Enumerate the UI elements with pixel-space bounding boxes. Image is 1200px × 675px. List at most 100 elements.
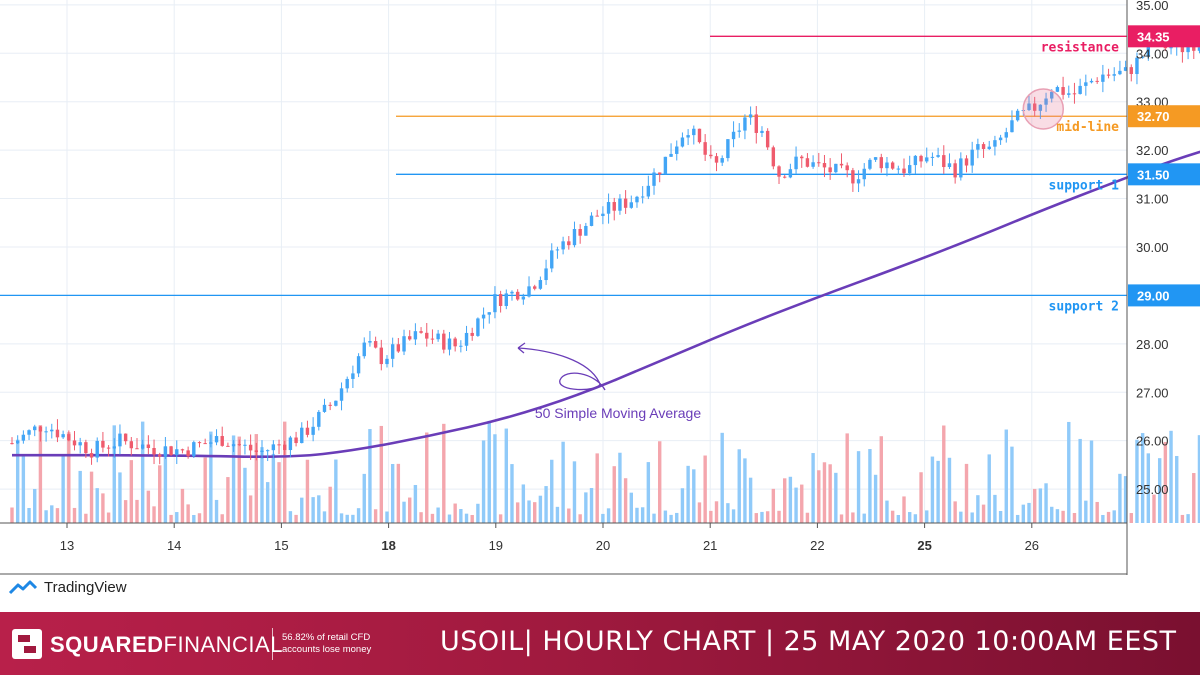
volume-bar	[203, 457, 207, 523]
volume-bar	[1089, 440, 1094, 523]
candle-body	[697, 128, 702, 143]
candle-body	[1044, 98, 1048, 105]
candle-body	[760, 130, 764, 133]
candle-body	[890, 162, 895, 169]
candle-body	[1072, 93, 1077, 95]
volume-bar	[993, 494, 997, 523]
candle-body	[709, 154, 713, 157]
volume-bar	[976, 495, 980, 523]
candle-body	[584, 225, 588, 236]
volume-bar	[737, 449, 741, 523]
candle-body	[612, 202, 616, 211]
candle-body	[981, 144, 986, 149]
volume-bar	[578, 514, 582, 523]
candle-body	[175, 449, 179, 456]
volume-bar	[845, 433, 849, 523]
candle-body	[481, 314, 486, 319]
candle-body	[692, 128, 696, 136]
candle-body	[493, 294, 497, 313]
candle-body	[328, 404, 332, 406]
candle-body	[771, 147, 776, 167]
level-labels: resistance 34.35 mid-line 32.70 support 1 31.…	[1041, 25, 1200, 314]
candle-body	[476, 318, 480, 336]
volume-bar	[55, 508, 60, 523]
volume-bar	[606, 508, 611, 523]
candle-body	[1186, 45, 1190, 53]
volume-bar	[930, 456, 935, 523]
y-tick-label: 30.00	[1136, 240, 1169, 255]
volume-bar	[1055, 509, 1060, 523]
y-tick-label: 26.00	[1136, 434, 1169, 449]
volume-bar	[112, 425, 116, 523]
candle-body	[1140, 56, 1145, 58]
candle-body	[987, 146, 991, 149]
candle-body	[976, 144, 980, 150]
candle-body	[970, 149, 974, 166]
volume-bar	[44, 510, 48, 523]
candle-body	[765, 130, 770, 148]
volume-bar	[21, 454, 26, 523]
candle-body	[1061, 87, 1065, 95]
candle-body	[447, 338, 452, 350]
candle-body	[555, 249, 560, 251]
candle-body	[828, 167, 832, 173]
volume-bar	[351, 514, 355, 523]
candle-body	[237, 444, 241, 446]
candle-body	[686, 135, 690, 138]
level-price-text: 32.70	[1137, 109, 1170, 124]
candle-body	[538, 280, 543, 289]
candle-body	[459, 345, 463, 347]
candle-body	[1129, 67, 1133, 75]
volume-bar	[839, 514, 844, 523]
candle-body	[317, 411, 321, 427]
volume-bar	[442, 423, 446, 523]
candle-body	[851, 170, 855, 184]
candle-body	[390, 344, 395, 359]
volume-bar	[413, 484, 418, 523]
candle-body	[84, 442, 88, 454]
candle-body	[203, 443, 207, 445]
candle-body	[430, 338, 435, 340]
annotation-swirl	[517, 347, 606, 391]
volume-bar	[953, 501, 957, 523]
candle-body	[1118, 70, 1122, 75]
candle-body	[1027, 103, 1031, 111]
volume-bar	[1146, 453, 1151, 523]
candle-body	[1197, 47, 1200, 51]
candle-body	[1032, 103, 1037, 111]
volume-bar	[862, 513, 866, 523]
volume-bar	[1084, 500, 1088, 523]
candle-body	[214, 436, 219, 443]
sma-line	[11, 150, 1200, 459]
tradingview-logo[interactable]: TradingView	[8, 576, 127, 598]
candle-body	[38, 426, 43, 432]
candle-body	[879, 157, 883, 169]
volume-bar	[686, 465, 690, 523]
volume-bar	[913, 514, 918, 523]
candle-body	[345, 378, 349, 389]
company-name: SQUAREDFINANCIAL	[50, 632, 283, 658]
volume-bar	[220, 514, 224, 523]
volume-bar	[101, 493, 105, 523]
y-tick-label: 31.00	[1136, 192, 1169, 207]
candle-body	[277, 444, 281, 446]
volume-bar	[550, 459, 554, 523]
candle-body	[1078, 85, 1082, 94]
volume-bar	[896, 514, 901, 523]
candle-body	[822, 163, 827, 168]
volume-bar	[1192, 473, 1196, 523]
volume-bar	[754, 513, 758, 523]
volume-bar	[1050, 506, 1054, 523]
candle-body	[1095, 80, 1099, 82]
volume-bar	[175, 512, 179, 523]
volume-bar	[584, 492, 588, 523]
x-tick-label: 21	[703, 538, 717, 553]
price-chart[interactable]: 50 Simple Moving Average 35.0034.0033.00…	[0, 0, 1200, 575]
volume-bar	[743, 458, 747, 523]
volume-bar	[1118, 473, 1122, 523]
candle-body	[817, 162, 821, 164]
volume-bar	[294, 514, 298, 523]
y-tick-label: 27.00	[1136, 385, 1169, 400]
highlights	[1022, 88, 1065, 130]
axes: 35.0034.0033.0032.0031.0030.0029.0028.00…	[0, 0, 1169, 575]
